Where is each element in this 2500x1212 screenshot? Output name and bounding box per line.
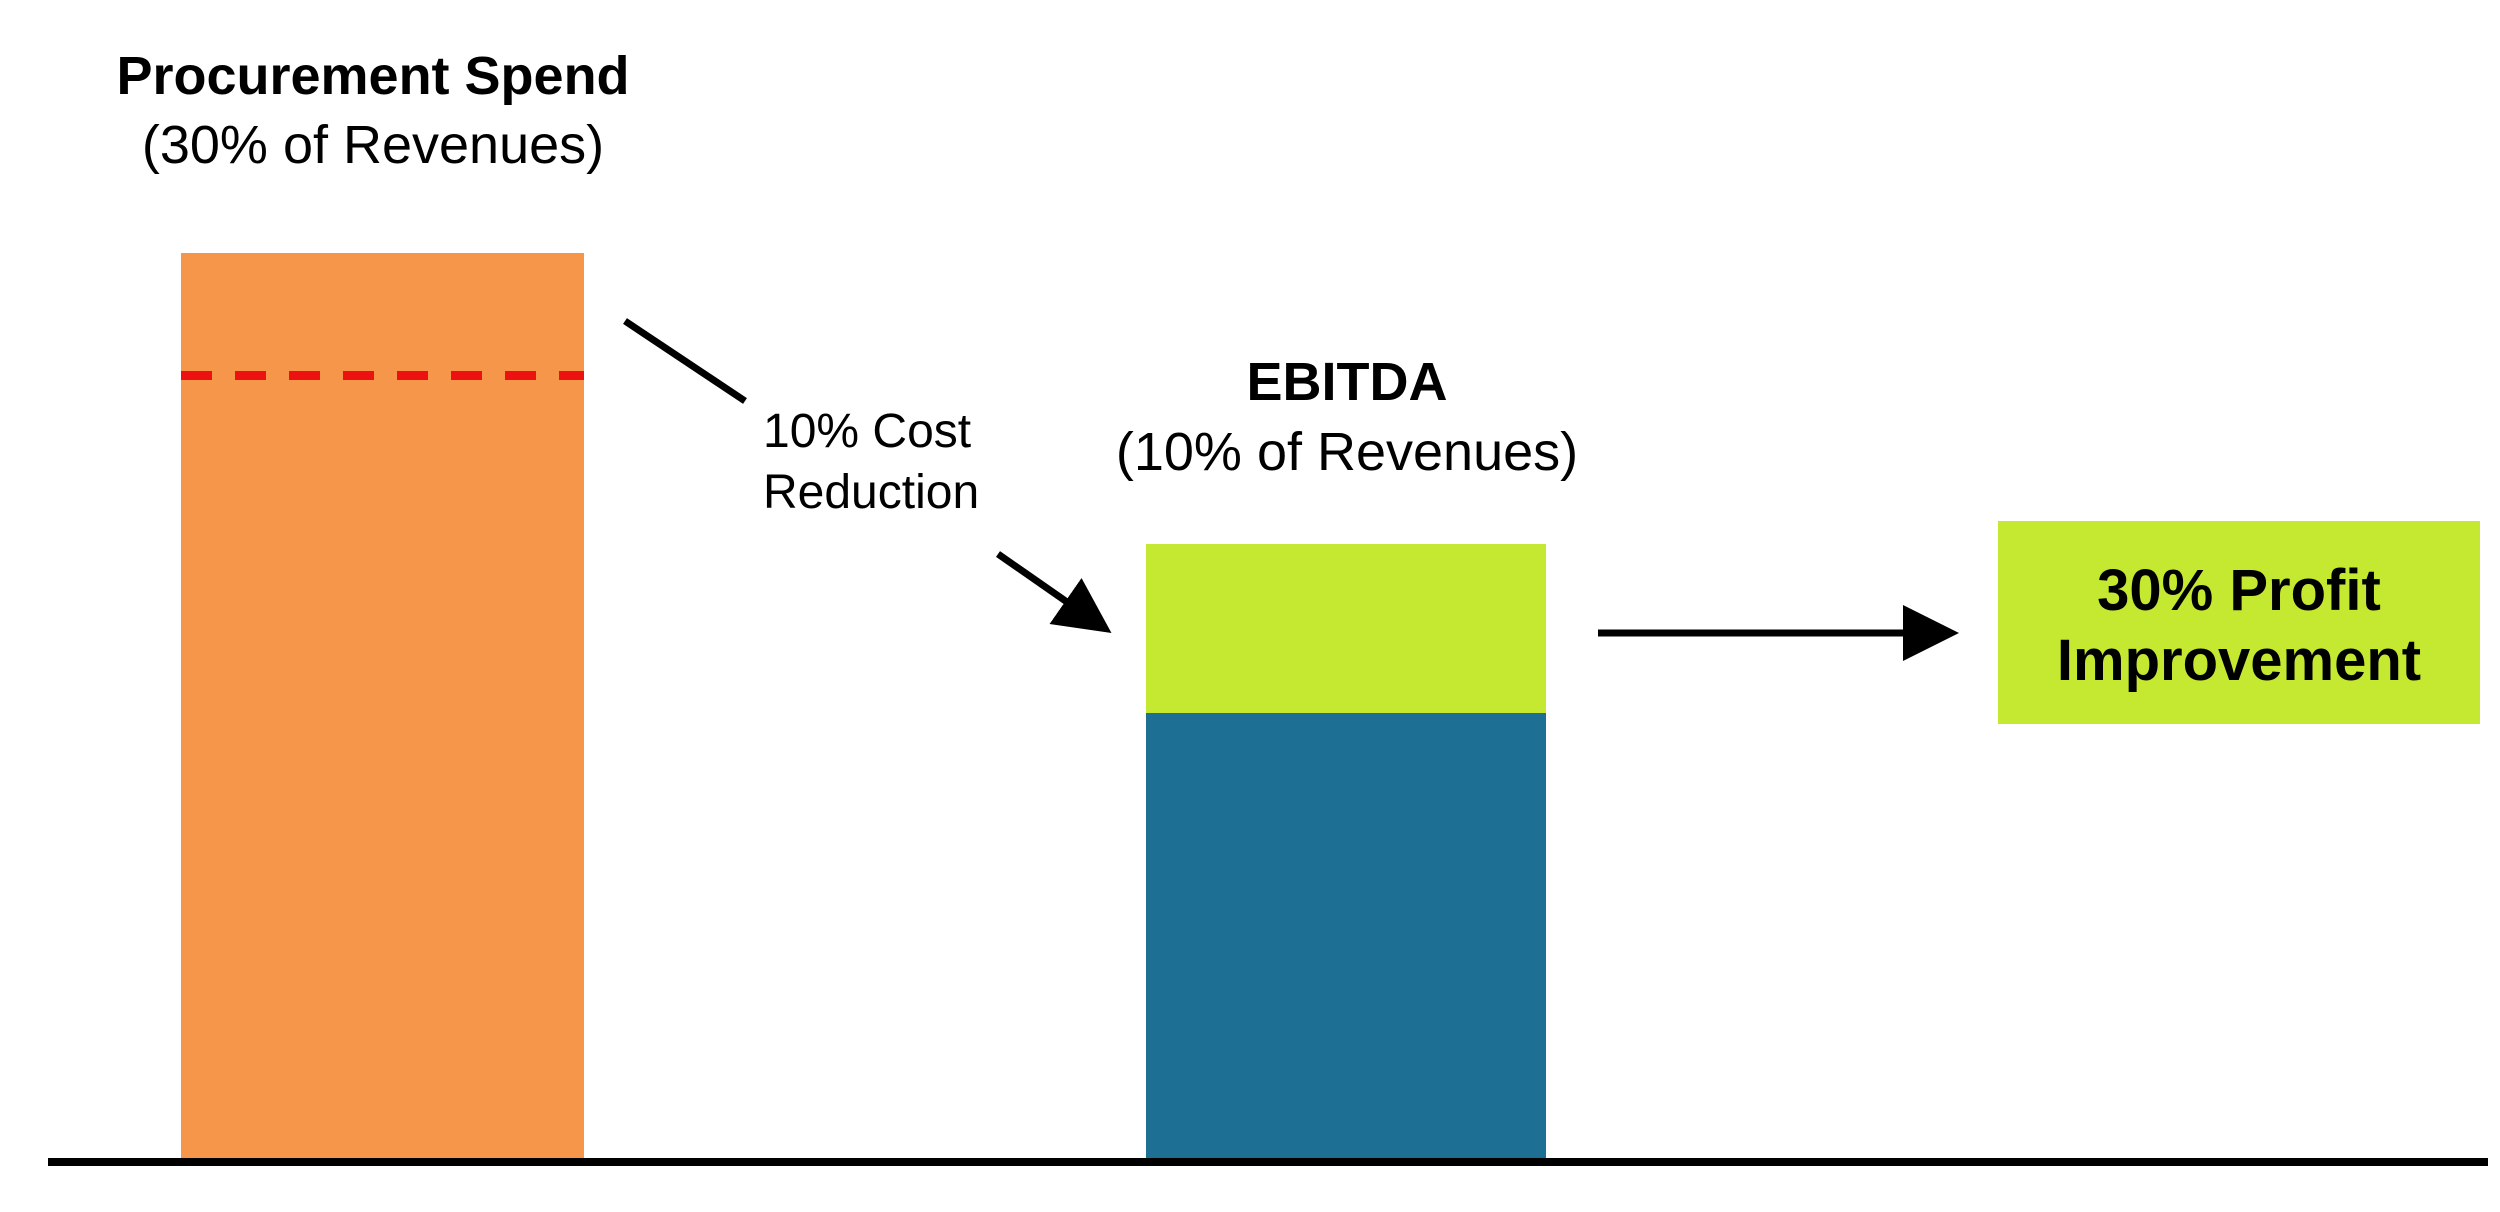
procurement-title: Procurement Spend — [116, 46, 629, 106]
cost-reduction-label-line2: Reduction — [763, 466, 979, 519]
cost-reduction-label-line1: 10% Cost — [763, 405, 971, 458]
profit-improvement-line1: 30% Profit — [2097, 558, 2381, 623]
profit-improvement-line2: Improvement — [2057, 628, 2421, 693]
ebitda-increase-bar — [1146, 544, 1546, 713]
ebitda-subtitle: (10% of Revenues) — [1116, 422, 1578, 482]
procurement-bar — [181, 253, 584, 1160]
ebitda-base-bar — [1146, 713, 1546, 1160]
procurement-subtitle: (30% of Revenues) — [142, 115, 604, 175]
ebitda-title: EBITDA — [1247, 352, 1448, 412]
cost-reduction-connector-line — [623, 318, 747, 404]
profit-improvement-box — [1998, 521, 2480, 724]
cost-reduction-arrow — [996, 551, 1112, 633]
